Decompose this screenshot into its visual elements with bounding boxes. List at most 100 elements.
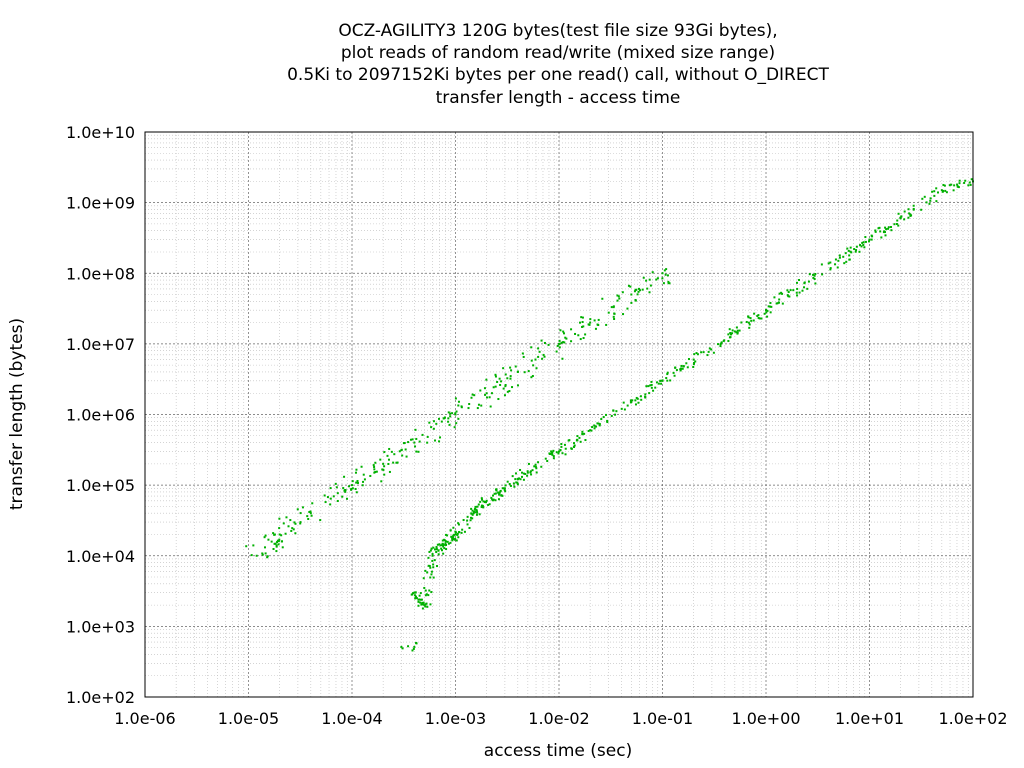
data-point [570,328,573,331]
data-point [449,412,452,415]
data-point [374,461,377,464]
data-point [492,386,495,389]
data-point [838,254,841,257]
data-point [278,527,281,530]
data-point [380,480,383,483]
data-point [675,369,678,372]
data-point [401,454,404,457]
data-point [967,184,970,187]
data-point [666,373,669,376]
data-point [661,272,664,275]
data-point [561,357,564,360]
data-point [432,566,435,569]
data-point [686,366,689,369]
y-tick-label: 1.0e+07 [66,335,135,354]
data-point [386,454,389,457]
data-point [454,537,457,540]
data-point [516,483,519,486]
data-point [494,373,497,376]
data-point [562,330,565,333]
data-point [576,438,579,441]
data-point [533,465,536,468]
point-cluster [400,641,418,652]
data-point [880,236,883,239]
data-point [565,337,568,340]
data-point [444,533,447,536]
data-point [438,440,441,443]
data-point [559,329,562,332]
data-point [692,365,695,368]
data-point [556,344,559,347]
data-point [813,277,816,280]
data-point [666,274,669,277]
data-point [681,367,684,370]
data-point [720,341,723,344]
data-point [550,452,553,455]
data-point [649,384,652,387]
data-point [415,597,418,600]
data-point [814,282,817,285]
data-point [261,553,264,556]
data-point [576,435,579,438]
data-point [435,546,438,549]
data-point [430,573,433,576]
data-point [529,470,532,473]
data-point [508,483,511,486]
data-point [272,532,275,535]
data-point [502,387,505,390]
data-point [551,453,554,456]
data-point [510,369,513,372]
data-point [661,379,664,382]
data-point [630,401,633,404]
data-point [329,503,332,506]
data-point [494,375,497,378]
data-point [414,597,417,600]
data-point [446,534,449,537]
data-point [665,377,668,380]
data-point [442,552,445,555]
data-point [475,510,478,513]
data-point [803,281,806,284]
data-point [660,382,663,385]
data-point [485,392,488,395]
data-point [404,448,407,451]
data-point [862,243,865,246]
data-point [356,480,359,483]
data-point [747,315,750,318]
data-point [437,549,440,552]
data-point [593,319,596,322]
data-point [842,255,845,258]
data-point [245,545,248,548]
x-tick-label: 1.0e-01 [632,709,693,728]
data-point [893,223,896,226]
data-point [492,494,495,497]
data-point [513,485,516,488]
data-point [494,492,497,495]
data-point [387,458,390,461]
data-point [426,605,429,608]
data-point [581,325,584,328]
data-point [612,315,615,318]
data-point [641,288,644,291]
data-point [383,465,386,468]
data-point [534,358,537,361]
data-point [968,181,971,184]
data-point [427,556,430,559]
data-point [552,457,555,460]
data-point [756,314,759,317]
data-point [812,276,815,279]
data-point [516,370,519,373]
data-point [650,380,653,383]
data-point [788,295,791,298]
data-point [808,273,811,276]
data-point [483,387,486,390]
data-point [503,487,506,490]
data-point [466,519,469,522]
data-point [855,249,858,252]
data-point [786,289,789,292]
data-point [479,500,482,503]
data-point [463,530,466,533]
data-point [421,601,424,604]
data-point [457,404,460,407]
data-point [843,262,846,265]
